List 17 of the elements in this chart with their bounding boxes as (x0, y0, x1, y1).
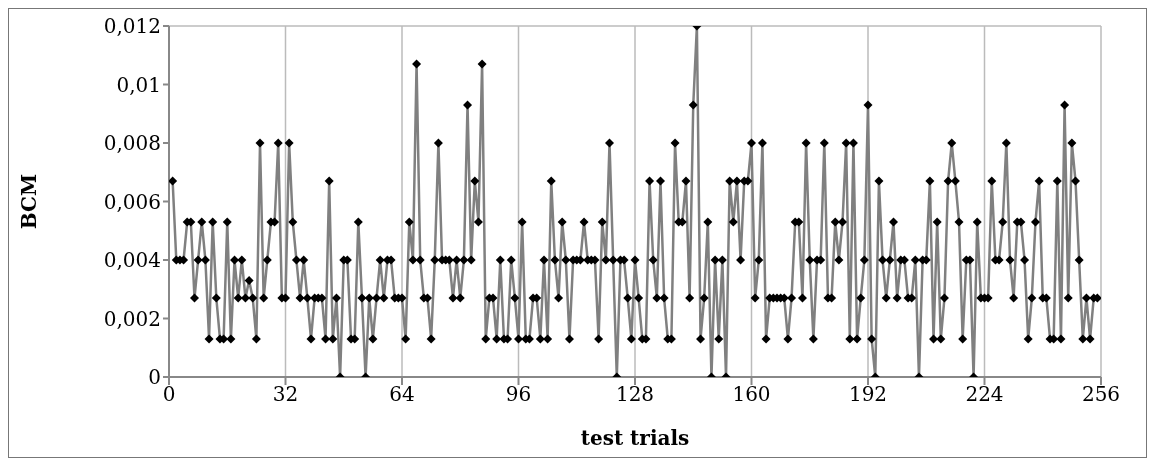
y-tick-label: 0,002 (103, 306, 161, 331)
x-tick-label: 160 (732, 382, 771, 407)
y-axis-title: BCM (17, 173, 42, 230)
x-tick-label: 32 (272, 382, 299, 407)
x-axis-title: test trials (580, 426, 690, 450)
y-tick-label: 0,012 (103, 14, 161, 39)
x-tick-label: 128 (615, 382, 655, 407)
x-tick-label: 96 (505, 382, 532, 407)
y-tick-label: 0,008 (103, 131, 161, 156)
y-tick-label: 0,004 (103, 248, 161, 273)
y-tick-label: 0,01 (116, 72, 161, 97)
y-tick-label: 0 (148, 365, 161, 390)
x-tick-label: 256 (1081, 382, 1121, 407)
x-tick-label: 192 (848, 382, 888, 407)
y-tick-label: 0,006 (103, 189, 161, 214)
x-tick-label: 224 (965, 382, 1004, 407)
x-tick-label: 64 (389, 382, 415, 407)
